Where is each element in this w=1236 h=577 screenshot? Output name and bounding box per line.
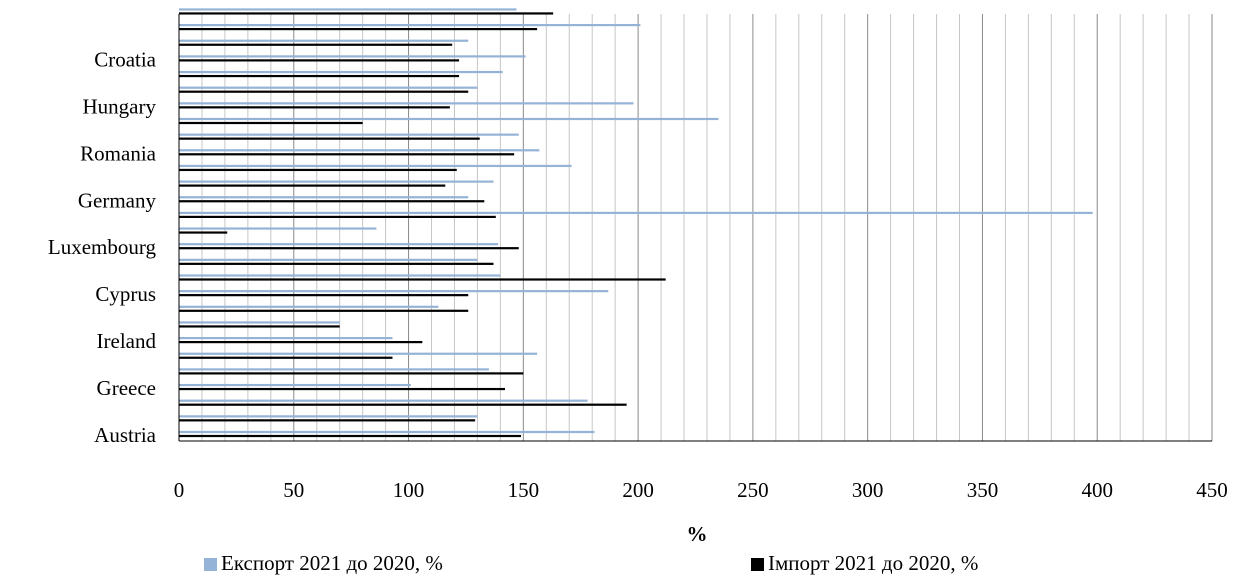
x-tick-label: 50 bbox=[283, 478, 304, 502]
bar-export bbox=[179, 368, 489, 371]
bar-export bbox=[179, 180, 494, 183]
bar-export bbox=[179, 321, 340, 324]
bar-export bbox=[179, 243, 499, 246]
legend: Експорт 2021 до 2020, % Імпорт 2021 до 2… bbox=[204, 551, 978, 575]
bar-export bbox=[179, 415, 478, 418]
x-tick-label: 300 bbox=[852, 478, 884, 502]
legend-swatch-import bbox=[751, 558, 764, 571]
bar-import bbox=[179, 231, 228, 234]
category-label: Romania bbox=[80, 141, 156, 165]
bar-import bbox=[179, 106, 450, 109]
category-labels: Austria Greece Ireland Cyprus Luxembourg Germ… bbox=[48, 47, 157, 447]
x-tick-label: 250 bbox=[737, 478, 769, 502]
x-tick-label: 200 bbox=[622, 478, 654, 502]
bar-export bbox=[179, 274, 501, 277]
x-tick-label: 400 bbox=[1081, 478, 1113, 502]
bar-import bbox=[179, 28, 538, 31]
bar-export bbox=[179, 383, 411, 387]
bar-import bbox=[179, 247, 519, 250]
bar-export bbox=[179, 55, 526, 58]
bar-export bbox=[179, 196, 469, 199]
bar-import bbox=[179, 200, 485, 203]
bar-export bbox=[179, 211, 1093, 214]
bar-export bbox=[179, 227, 377, 230]
bar-export bbox=[179, 258, 478, 261]
bar-import bbox=[179, 153, 515, 156]
bar-import bbox=[179, 215, 496, 218]
bars bbox=[179, 8, 1093, 438]
category-label: Ireland bbox=[97, 329, 157, 353]
bar-export bbox=[179, 149, 540, 152]
category-label: Croatia bbox=[94, 47, 156, 71]
bar-import bbox=[179, 74, 460, 78]
category-label: Cyprus bbox=[95, 282, 156, 306]
x-tick-label: 150 bbox=[508, 478, 540, 502]
bar-export bbox=[179, 290, 609, 293]
bar-export bbox=[179, 70, 503, 74]
bar-export bbox=[179, 117, 719, 121]
bar-export bbox=[179, 430, 595, 434]
bar-import bbox=[179, 403, 627, 406]
bar-import bbox=[179, 325, 340, 328]
bar-export bbox=[179, 305, 439, 308]
bar-export bbox=[179, 8, 517, 11]
bar-import bbox=[179, 184, 446, 187]
bar-import bbox=[179, 419, 476, 422]
x-axis-label: % bbox=[687, 522, 708, 546]
bar-import bbox=[179, 294, 469, 297]
x-tick-label: 450 bbox=[1196, 478, 1228, 502]
bar-export bbox=[179, 86, 478, 89]
x-tick-label: 100 bbox=[393, 478, 425, 502]
category-label: Austria bbox=[94, 423, 157, 447]
bar-import bbox=[179, 341, 423, 344]
category-label: Germany bbox=[78, 188, 157, 212]
x-tick-label: 0 bbox=[174, 478, 185, 502]
legend-label-export: Експорт 2021 до 2020, % bbox=[221, 551, 443, 575]
bar-import bbox=[179, 12, 554, 15]
bar-import bbox=[179, 90, 469, 93]
minor-grid bbox=[201, 14, 1190, 441]
bar-import bbox=[179, 168, 457, 172]
bar-export bbox=[179, 352, 538, 355]
category-label: Luxembourg bbox=[48, 235, 157, 259]
bar-export bbox=[179, 164, 572, 168]
bar-export bbox=[179, 102, 634, 105]
bar-import bbox=[179, 387, 505, 391]
category-label: Hungary bbox=[83, 94, 157, 118]
bar-import bbox=[179, 356, 393, 359]
bar-import bbox=[179, 372, 524, 375]
bar-export bbox=[179, 133, 519, 136]
bar-import bbox=[179, 262, 494, 265]
x-tick-label: 350 bbox=[967, 478, 999, 502]
bar-import bbox=[179, 309, 469, 312]
bar-import bbox=[179, 434, 522, 438]
bar-export bbox=[179, 399, 588, 402]
bar-export bbox=[179, 39, 469, 42]
bar-import bbox=[179, 137, 480, 140]
x-tick-labels: 0 50 100 150 200 250 300 350 400 450 bbox=[174, 478, 1228, 502]
legend-label-import: Імпорт 2021 до 2020, % bbox=[768, 551, 978, 575]
bar-export bbox=[179, 337, 393, 340]
bar-import bbox=[179, 121, 363, 125]
bar-import bbox=[179, 43, 453, 46]
bar-import bbox=[179, 59, 460, 62]
category-label: Greece bbox=[97, 376, 156, 400]
bar-import bbox=[179, 278, 666, 281]
legend-swatch-export bbox=[204, 558, 217, 571]
bar-export bbox=[179, 24, 641, 27]
